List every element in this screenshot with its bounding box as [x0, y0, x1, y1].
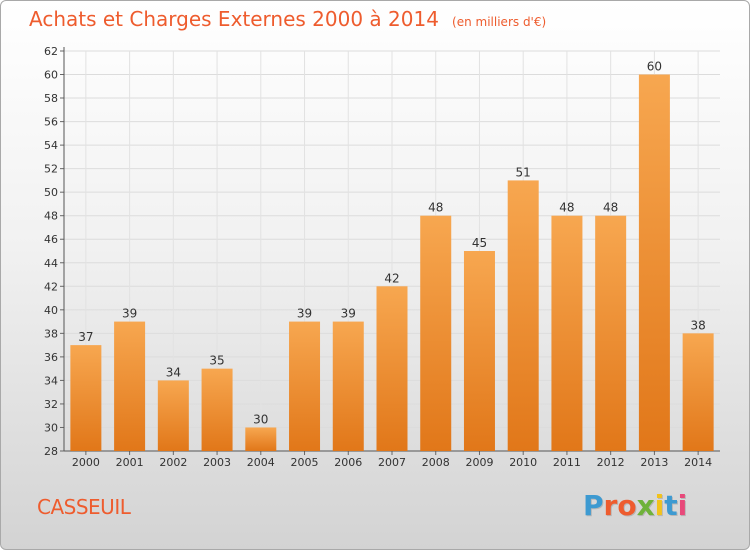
data-label: 39: [122, 307, 137, 321]
bar: [376, 286, 408, 451]
x-tick-label: 2005: [291, 456, 319, 469]
bar: [638, 74, 670, 451]
brand-logo: Proxiti: [583, 489, 687, 522]
data-label: 30: [253, 412, 268, 426]
y-tick-label: 30: [44, 421, 58, 434]
brand-letter: P: [583, 489, 604, 522]
y-tick-label: 54: [44, 139, 58, 152]
bar: [463, 251, 495, 451]
y-tick-label: 50: [44, 186, 58, 199]
y-tick-label: 32: [44, 398, 58, 411]
y-tick-label: 42: [44, 280, 58, 293]
y-tick-label: 38: [44, 327, 58, 340]
data-label: 37: [78, 330, 93, 344]
bar: [201, 368, 233, 451]
y-tick-label: 36: [44, 351, 58, 364]
brand-letter: i: [677, 489, 688, 522]
x-tick-label: 2010: [509, 456, 537, 469]
data-label: 48: [428, 201, 443, 215]
chart-title: Achats et Charges Externes 2000 à 2014: [29, 7, 439, 31]
x-tick-label: 2011: [553, 456, 581, 469]
commune-name: CASSEUIL: [37, 495, 131, 519]
bar: [245, 427, 277, 451]
bar: [682, 333, 714, 451]
data-label: 48: [559, 201, 574, 215]
data-label: 51: [516, 165, 531, 179]
x-tick-label: 2009: [465, 456, 493, 469]
data-label: 38: [690, 318, 705, 332]
data-label: 39: [297, 307, 312, 321]
x-tick-label: 2007: [378, 456, 406, 469]
bar: [420, 215, 452, 451]
x-tick-label: 2006: [334, 456, 362, 469]
data-label: 35: [209, 354, 224, 368]
data-label: 34: [166, 365, 181, 379]
data-label: 60: [647, 60, 662, 74]
brand-letter: o: [617, 489, 637, 522]
x-tick-label: 2000: [72, 456, 100, 469]
brand-letter: i: [654, 489, 665, 522]
bar: [157, 380, 189, 451]
bar: [507, 180, 539, 452]
brand-letter: x: [636, 489, 655, 522]
x-tick-label: 2004: [247, 456, 275, 469]
data-label: 42: [384, 271, 399, 285]
y-tick-label: 60: [44, 69, 58, 82]
data-label: 48: [603, 201, 618, 215]
data-label: 45: [472, 236, 487, 250]
bars: [70, 74, 714, 452]
y-tick-label: 56: [44, 116, 58, 129]
bar: [595, 215, 627, 451]
y-tick-label: 34: [44, 374, 58, 387]
x-tick-label: 2002: [159, 456, 187, 469]
x-tick-label: 2001: [116, 456, 144, 469]
bar: [114, 321, 146, 451]
data-labels: 37 39 34 35 30 39 39 42 48 45 51 48 48 60 38: [78, 60, 706, 427]
bar: [332, 321, 364, 451]
y-tick-label: 44: [44, 257, 58, 270]
y-tick-label: 28: [44, 445, 58, 458]
title-row: Achats et Charges Externes 2000 à 2014 (…: [29, 7, 546, 31]
y-tick-label: 52: [44, 163, 58, 176]
brand-letter: r: [603, 489, 618, 522]
x-tick-label: 2013: [640, 456, 668, 469]
x-tick-label: 2003: [203, 456, 231, 469]
bar: [70, 345, 102, 451]
y-tick-label: 62: [44, 45, 58, 58]
x-tick-label: 2012: [597, 456, 625, 469]
bar: [551, 215, 583, 451]
brand-letter: t: [664, 489, 678, 522]
y-tick-label: 48: [44, 210, 58, 223]
y-tick-label: 58: [44, 92, 58, 105]
data-label: 39: [341, 307, 356, 321]
y-tick-label: 40: [44, 304, 58, 317]
x-tick-label: 2014: [684, 456, 712, 469]
y-tick-label: 46: [44, 233, 58, 246]
chart-subtitle: (en milliers d'€): [452, 15, 547, 29]
bar: [289, 321, 321, 451]
x-tick-label: 2008: [422, 456, 450, 469]
